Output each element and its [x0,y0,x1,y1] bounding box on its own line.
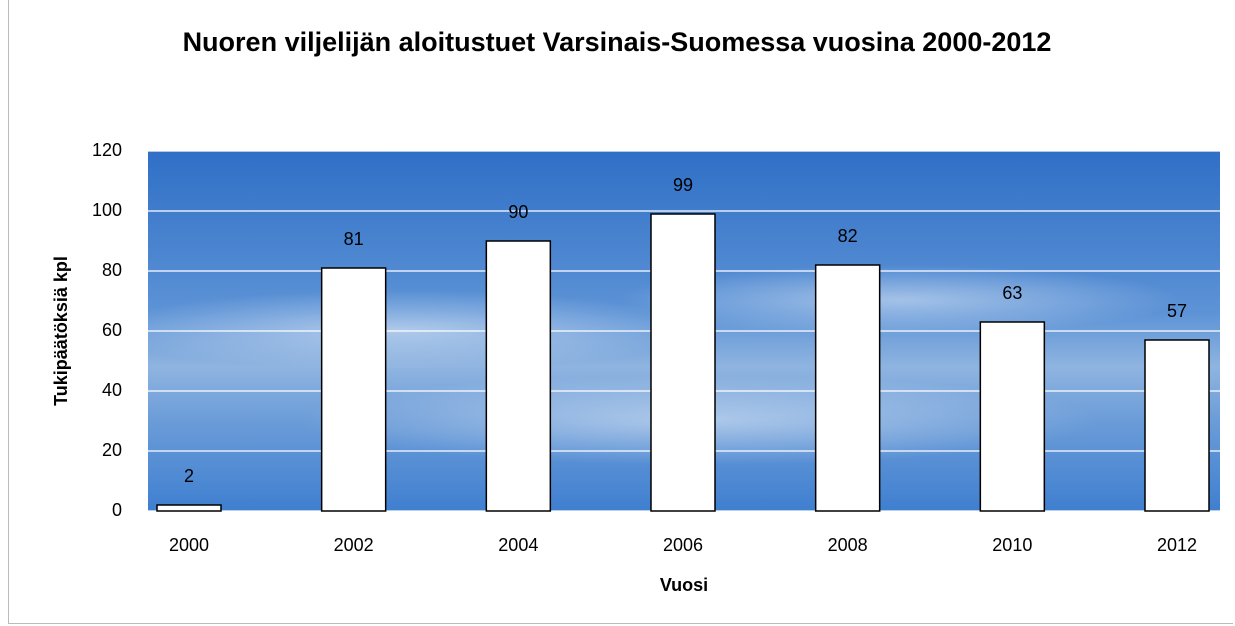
x-tick-label: 2006 [663,535,703,555]
y-tick-label: 0 [112,500,122,520]
y-tick-label: 60 [102,320,122,340]
y-tick-label: 100 [92,200,122,220]
page: {"chart_data": {"type": "bar", "title": … [0,0,1235,626]
data-label: 2 [184,466,194,486]
x-tick-label: 2010 [992,535,1032,555]
bar [980,322,1044,511]
bar [157,505,221,511]
bar [486,241,550,511]
data-label: 90 [508,202,528,222]
y-tick-label: 80 [102,260,122,280]
data-label: 99 [673,175,693,195]
y-tick-label: 20 [102,440,122,460]
chart: Tukipäätöksiä kpl Vuosi 0 20 40 60 80 100 120 2… [0,0,1235,626]
x-axis-title: Vuosi [660,575,708,595]
x-tick-label: 2004 [498,535,538,555]
data-label: 82 [838,226,858,246]
data-label: 81 [344,229,364,249]
y-tick-label: 40 [102,380,122,400]
x-tick-label: 2008 [828,535,868,555]
x-tick-label: 2012 [1157,535,1197,555]
x-tick-label: 2000 [169,535,209,555]
bar [322,268,386,511]
bar [816,265,880,511]
bar [1145,340,1209,511]
y-axis-title: Tukipäätöksiä kpl [51,256,71,406]
x-tick-label: 2002 [334,535,374,555]
y-tick-label: 120 [92,140,122,160]
bar [651,214,715,511]
cloud [100,290,700,370]
data-label: 63 [1002,283,1022,303]
data-label: 57 [1167,301,1187,321]
